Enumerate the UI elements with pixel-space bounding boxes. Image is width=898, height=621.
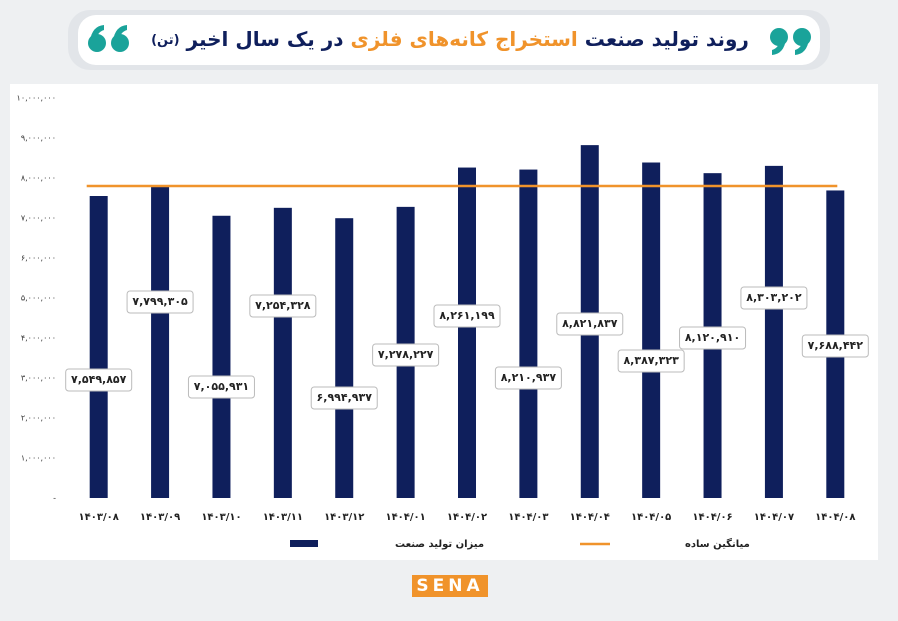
data-label: ۸,۱۲۰,۹۱۰ bbox=[685, 331, 740, 344]
title-unit: (تن) bbox=[151, 33, 179, 48]
bar bbox=[212, 215, 231, 498]
bar bbox=[458, 167, 476, 498]
quote-left bbox=[88, 25, 129, 52]
y-tick-label: ۱۰,۰۰۰,۰۰۰ bbox=[17, 94, 56, 103]
y-tick-label: ۶,۰۰۰,۰۰۰ bbox=[21, 254, 56, 263]
data-label-box bbox=[310, 386, 378, 410]
bar bbox=[273, 207, 292, 498]
title-highlight: استخراج کانه‌های فلزی bbox=[351, 27, 578, 51]
y-tick-label: - bbox=[53, 494, 56, 503]
data-label-box bbox=[494, 366, 562, 390]
title-part: روند تولید صنعت bbox=[585, 27, 749, 51]
data-label-box bbox=[801, 334, 869, 358]
data-label-box bbox=[126, 290, 194, 314]
y-tick-label: ۲,۰۰۰,۰۰۰ bbox=[21, 414, 56, 423]
data-label: ۶,۹۹۴,۹۳۷ bbox=[317, 391, 373, 404]
data-label: ۷,۵۴۹,۸۵۷ bbox=[71, 373, 127, 386]
x-tick-label: ۱۴۰۴/۰۵ bbox=[631, 512, 671, 523]
x-tick-label: ۱۴۰۳/۱۰ bbox=[201, 512, 241, 523]
bar bbox=[519, 169, 538, 499]
y-tick-label: ۵,۰۰۰,۰۰۰ bbox=[21, 294, 56, 303]
legend-label: میزان تولید صنعت bbox=[395, 539, 484, 550]
y-tick-label: ۸,۰۰۰,۰۰۰ bbox=[21, 174, 56, 183]
x-tick-label: ۱۴۰۴/۰۷ bbox=[754, 512, 794, 523]
bar bbox=[151, 186, 170, 498]
data-label-box bbox=[372, 343, 440, 367]
data-label: ۸,۳۸۷,۳۲۳ bbox=[623, 354, 679, 367]
data-label: ۸,۸۲۱,۸۳۷ bbox=[562, 317, 618, 330]
data-label-box bbox=[556, 312, 624, 336]
bar bbox=[764, 165, 783, 498]
chart-title: روند تولید صنعت استخراج کانه‌های فلزی در… bbox=[151, 27, 749, 51]
legend-label: میانگین ساده bbox=[685, 537, 750, 550]
y-tick-label: ۴,۰۰۰,۰۰۰ bbox=[21, 334, 56, 343]
x-tick-label: ۱۴۰۴/۰۳ bbox=[508, 512, 548, 523]
x-tick-label: ۱۴۰۴/۰۸ bbox=[815, 512, 855, 523]
y-tick-label: ۱,۰۰۰,۰۰۰ bbox=[21, 454, 56, 463]
data-label: ۷,۰۵۵,۹۳۱ bbox=[194, 380, 249, 393]
data-label: ۸,۲۱۰,۹۳۷ bbox=[501, 371, 557, 384]
y-tick-label: ۹,۰۰۰,۰۰۰ bbox=[21, 134, 56, 143]
data-label-box bbox=[433, 304, 501, 328]
data-label-box bbox=[679, 326, 747, 350]
x-tick-label: ۱۴۰۳/۰۸ bbox=[79, 512, 119, 523]
x-tick-label: ۱۴۰۳/۱۲ bbox=[324, 512, 364, 523]
data-label-box bbox=[617, 349, 685, 373]
y-tick-label: ۷,۰۰۰,۰۰۰ bbox=[21, 214, 56, 223]
legend-swatch bbox=[290, 540, 318, 547]
x-tick-label: ۱۴۰۴/۰۶ bbox=[692, 512, 732, 523]
data-label: ۷,۶۸۸,۴۴۲ bbox=[808, 339, 864, 352]
logo-box bbox=[412, 575, 488, 597]
bar bbox=[335, 218, 354, 498]
bar bbox=[642, 162, 661, 498]
quote-right bbox=[770, 28, 811, 55]
data-label: ۷,۲۷۸,۲۲۷ bbox=[378, 348, 434, 361]
x-tick-label: ۱۴۰۳/۱۱ bbox=[263, 512, 303, 523]
x-tick-label: ۱۴۰۴/۰۲ bbox=[447, 512, 487, 523]
data-label-box bbox=[65, 368, 133, 392]
logo: SENA bbox=[416, 576, 483, 596]
data-label: ۸,۳۰۳,۲۰۲ bbox=[746, 291, 802, 304]
y-tick-label: ۳,۰۰۰,۰۰۰ bbox=[21, 374, 56, 383]
data-label: ۸,۲۶۱,۱۹۹ bbox=[439, 309, 495, 322]
data-label: ۷,۷۹۹,۳۰۵ bbox=[132, 295, 188, 308]
bar bbox=[89, 196, 108, 498]
data-label-box bbox=[249, 294, 317, 318]
data-label: ۷,۲۵۴,۳۲۸ bbox=[255, 299, 311, 312]
data-label-box bbox=[740, 286, 808, 310]
title-part: در یک سال اخیر bbox=[186, 27, 344, 51]
title-box bbox=[78, 15, 820, 65]
x-tick-label: ۱۴۰۴/۰۱ bbox=[385, 512, 425, 523]
x-tick-label: ۱۴۰۳/۰۹ bbox=[140, 512, 180, 523]
data-label-box bbox=[187, 375, 255, 399]
x-tick-label: ۱۴۰۴/۰۴ bbox=[570, 512, 610, 523]
